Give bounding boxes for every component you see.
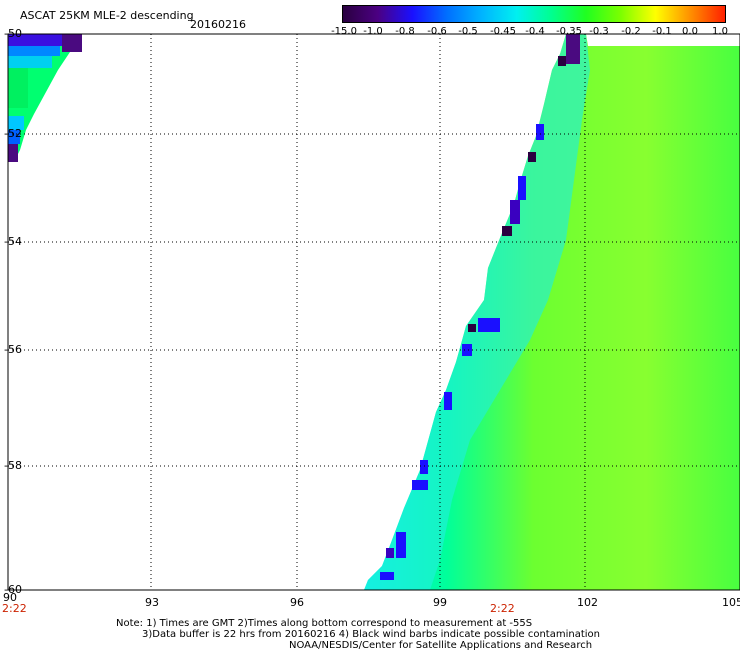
graticule — [8, 34, 740, 590]
colorbar-tick-label: -0.5 — [458, 26, 478, 37]
time-label: 2:22 — [2, 602, 27, 615]
lat-label: -54 — [4, 235, 22, 248]
lat-label: -60 — [4, 583, 22, 596]
colorbar-tick-label: -0.6 — [427, 26, 447, 37]
note-line-2: 3)Data buffer is 22 hrs from 20160216 4)… — [142, 629, 600, 640]
colorbar-tick-label: -1.0 — [363, 26, 383, 37]
colorbar-tick-label: -0.2 — [621, 26, 641, 37]
time-label: 2:22 — [490, 602, 515, 615]
colorbar-tick-label: -0.3 — [589, 26, 609, 37]
lat-label: -52 — [4, 127, 22, 140]
colorbar-tick-label: -0.4 — [525, 26, 545, 37]
plot-frame — [7, 33, 740, 591]
colorbar-tick-label: 0.0 — [682, 26, 698, 37]
colorbar-tick-label: -15.0 — [331, 26, 357, 37]
colorbar-tick-label: -0.45 — [490, 26, 516, 37]
lon-label: 99 — [433, 596, 447, 609]
lat-label: -50 — [4, 27, 22, 40]
lon-label: 96 — [290, 596, 304, 609]
lon-label: 90 — [3, 591, 17, 604]
product-date: 20160216 — [190, 18, 246, 31]
lon-label: 105 — [722, 596, 740, 609]
colorbar-tick-label: 1.0 — [712, 26, 728, 37]
colorbar-gradient — [343, 6, 725, 22]
swath-edge-pixels — [380, 34, 580, 580]
swath-fragment-northwest — [8, 34, 82, 162]
note-line-3: NOAA/NESDIS/Center for Satellite Applica… — [289, 640, 593, 651]
lon-label: 102 — [577, 596, 598, 609]
colorbar-tick-label: -0.8 — [395, 26, 415, 37]
colorbar-tick-label: -0.1 — [652, 26, 672, 37]
lat-label: -56 — [4, 343, 22, 356]
colorbar — [342, 5, 726, 23]
note-line-1: Note: 1) Times are GMT 2)Times along bot… — [116, 618, 533, 629]
lat-label: -58 — [4, 459, 22, 472]
swath-edge — [364, 34, 590, 590]
product-title: ASCAT 25KM MLE-2 descending — [20, 9, 194, 22]
colorbar-tick-label: -0.35 — [556, 26, 582, 37]
lon-label: 93 — [145, 596, 159, 609]
